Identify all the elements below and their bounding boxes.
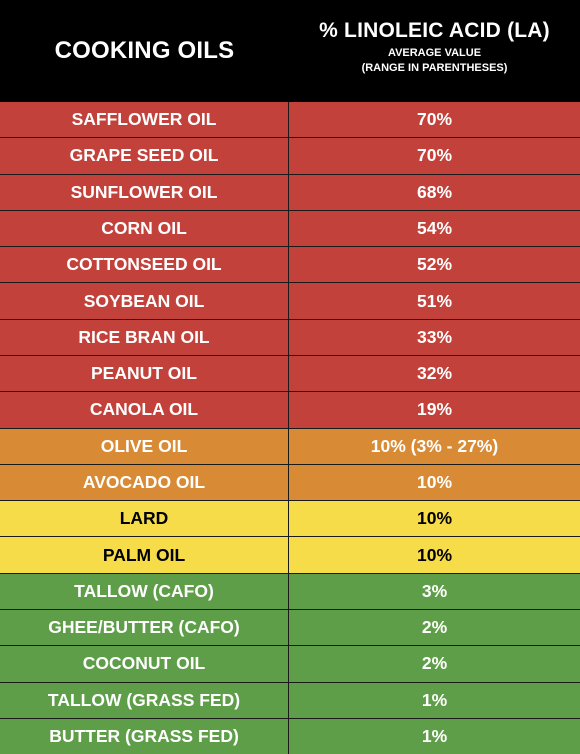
la-value-cell: 54% xyxy=(416,217,453,238)
table-row-orange: AVOCADO OIL 10% xyxy=(0,464,580,502)
oil-name-cell: TALLOW (GRASS FED) xyxy=(0,682,289,718)
table-row-red: SUNFLOWER OIL 68% xyxy=(0,174,580,211)
table-row-red: SOYBEAN OIL 51% xyxy=(0,283,580,320)
oil-name-cell: RICE BRAN OIL xyxy=(0,319,289,355)
table-row-orange: OLIVE OIL 10% (3% - 27%) xyxy=(0,428,580,465)
oil-name-cell: CORN OIL xyxy=(0,210,289,247)
table-row-yellow: PALM OIL 10% xyxy=(0,537,580,574)
table-row-red: CANOLA OIL 19% xyxy=(0,392,580,429)
oil-name-cell: SOYBEAN OIL xyxy=(0,283,289,319)
oil-name-cell: SUNFLOWER OIL xyxy=(0,174,289,210)
column-header-linoleic-acid: % LINOLEIC ACID (LA) AVERAGE VALUE (RANG… xyxy=(289,0,580,102)
la-value-cell: 70% xyxy=(416,145,453,166)
column-header-cooking-oils: COOKING OILS xyxy=(54,37,235,64)
column-header-la-title: % LINOLEIC ACID (LA) xyxy=(319,18,550,42)
column-header-la-subtitle-1: AVERAGE VALUE xyxy=(387,46,482,59)
la-value-cell: 1% xyxy=(421,689,448,710)
oil-name-cell: GRAPE SEED OIL xyxy=(0,138,289,174)
la-value-cell: 2% xyxy=(421,617,448,638)
la-value-cell: 10% xyxy=(416,471,453,492)
la-value-cell: 1% xyxy=(421,725,448,746)
oil-name-cell: GHEE/BUTTER (CAFO) xyxy=(0,609,289,646)
la-value-cell: 19% xyxy=(416,399,453,420)
table-row-red: COTTONSEED OIL 52% xyxy=(0,247,580,284)
table-row-green: BUTTER (GRASS FED) 1% xyxy=(0,718,580,754)
table-row-red: RICE BRAN OIL 33% xyxy=(0,319,580,356)
oil-name-cell: TALLOW (CAFO) xyxy=(0,573,289,609)
la-value-cell: 3% xyxy=(421,580,448,601)
oil-name-cell: BUTTER (GRASS FED) xyxy=(0,718,289,754)
la-value-cell: 70% xyxy=(416,109,453,130)
la-value-cell: 33% xyxy=(416,326,453,347)
table-row-green: GHEE/BUTTER (CAFO) 2% xyxy=(0,609,580,647)
column-header-la-subtitle-2: (RANGE IN PARENTHESES) xyxy=(361,61,508,74)
la-value-cell: 51% xyxy=(416,290,453,311)
oil-name-cell: COCONUT OIL xyxy=(0,646,289,682)
oil-name-cell: AVOCADO OIL xyxy=(0,464,289,501)
la-value-cell: 2% xyxy=(421,653,448,674)
table-row-red: GRAPE SEED OIL 70% xyxy=(0,138,580,175)
table-body: SAFFLOWER OIL 70% GRAPE SEED OIL 70% SUN… xyxy=(0,102,580,754)
la-value-cell: 68% xyxy=(416,181,453,202)
table-row-yellow: LARD 10% xyxy=(0,501,580,538)
oil-name-cell: CANOLA OIL xyxy=(0,392,289,428)
oil-name-cell: PALM OIL xyxy=(0,537,289,573)
oil-name-cell: COTTONSEED OIL xyxy=(0,247,289,283)
la-value-cell: 10% xyxy=(416,544,453,565)
la-value-cell: 32% xyxy=(416,363,453,384)
table-row-red: CORN OIL 54% xyxy=(0,210,580,248)
la-value-cell: 52% xyxy=(416,254,453,275)
table-row-green: COCONUT OIL 2% xyxy=(0,646,580,683)
table-row-green: TALLOW (CAFO) 3% xyxy=(0,573,580,610)
oil-name-cell: PEANUT OIL xyxy=(0,355,289,392)
oil-name-cell: OLIVE OIL xyxy=(0,428,289,464)
oil-name-cell: SAFFLOWER OIL xyxy=(0,102,289,138)
table-row-green: TALLOW (GRASS FED) 1% xyxy=(0,682,580,719)
table-row-red: SAFFLOWER OIL 70% xyxy=(0,102,580,139)
la-value-cell: 10% (3% - 27%) xyxy=(370,435,499,456)
oil-name-cell: LARD xyxy=(0,501,289,537)
table-row-red: PEANUT OIL 32% xyxy=(0,355,580,393)
table-header: COOKING OILS % LINOLEIC ACID (LA) AVERAG… xyxy=(0,0,580,102)
la-value-cell: 10% xyxy=(416,508,453,529)
